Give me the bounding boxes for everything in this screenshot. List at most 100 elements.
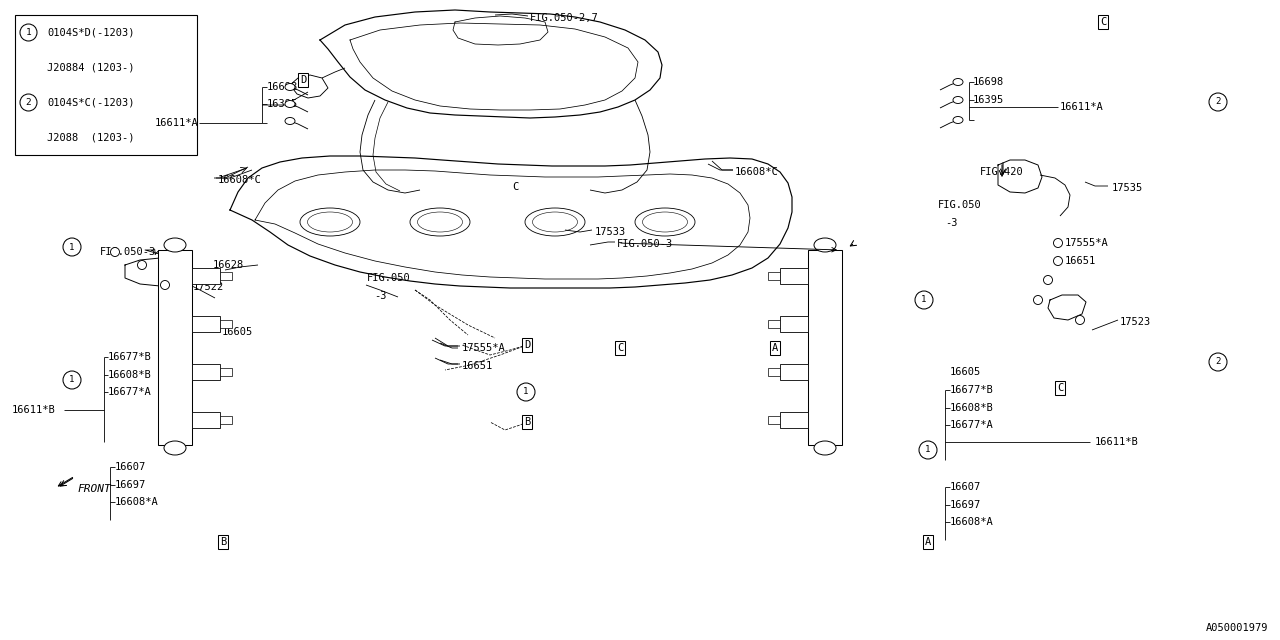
- Circle shape: [1210, 353, 1228, 371]
- Text: 16395: 16395: [268, 99, 298, 109]
- Text: 16611*B: 16611*B: [12, 405, 56, 415]
- Bar: [780, 268, 808, 284]
- Text: 16395: 16395: [973, 95, 1005, 105]
- Text: 16611*B: 16611*B: [1094, 437, 1139, 447]
- Bar: [808, 250, 842, 445]
- Text: FIG.050-2,7: FIG.050-2,7: [530, 13, 599, 23]
- Text: -3: -3: [374, 291, 387, 301]
- Ellipse shape: [635, 208, 695, 236]
- Text: C: C: [512, 182, 518, 192]
- Ellipse shape: [954, 116, 963, 124]
- Text: J20884 (1203-): J20884 (1203-): [47, 63, 134, 72]
- Bar: [780, 316, 808, 332]
- Ellipse shape: [410, 208, 470, 236]
- Bar: [768, 320, 780, 328]
- Ellipse shape: [300, 208, 360, 236]
- Bar: [157, 250, 192, 445]
- Ellipse shape: [1043, 275, 1052, 285]
- Circle shape: [63, 371, 81, 389]
- Text: 0104S*C(-1203): 0104S*C(-1203): [47, 97, 134, 108]
- Ellipse shape: [69, 243, 78, 252]
- Text: 17523: 17523: [1120, 317, 1151, 327]
- Text: 1: 1: [925, 445, 931, 454]
- Bar: [192, 268, 220, 284]
- Text: 16605: 16605: [950, 367, 982, 377]
- Ellipse shape: [1053, 257, 1062, 266]
- Circle shape: [63, 238, 81, 256]
- Text: 16605: 16605: [221, 327, 253, 337]
- Text: -3: -3: [945, 218, 957, 228]
- Ellipse shape: [110, 248, 119, 257]
- Ellipse shape: [285, 83, 294, 90]
- Text: 0104S*D(-1203): 0104S*D(-1203): [47, 28, 134, 38]
- Bar: [780, 364, 808, 380]
- Text: FIG.050: FIG.050: [367, 273, 411, 283]
- Text: 16677*B: 16677*B: [108, 352, 152, 362]
- Text: 16608*C: 16608*C: [735, 167, 778, 177]
- Text: 2: 2: [26, 98, 32, 107]
- Text: 16697: 16697: [950, 500, 982, 510]
- Text: 16607: 16607: [115, 462, 146, 472]
- Text: C: C: [1057, 383, 1064, 393]
- Text: 16611*A: 16611*A: [1060, 102, 1103, 112]
- Text: 16611*A: 16611*A: [155, 118, 198, 128]
- Ellipse shape: [285, 118, 294, 125]
- Ellipse shape: [164, 441, 186, 455]
- Text: 16608*C: 16608*C: [218, 175, 261, 185]
- Text: 16607: 16607: [950, 482, 982, 492]
- Ellipse shape: [1053, 239, 1062, 248]
- Ellipse shape: [285, 100, 294, 108]
- Ellipse shape: [1075, 316, 1084, 324]
- Circle shape: [517, 383, 535, 401]
- Bar: [220, 416, 232, 424]
- Text: 16698: 16698: [268, 82, 298, 92]
- Text: 16677*A: 16677*A: [950, 420, 993, 430]
- Circle shape: [1210, 93, 1228, 111]
- Text: D: D: [300, 75, 306, 85]
- Text: 16677*A: 16677*A: [108, 387, 152, 397]
- Bar: [768, 368, 780, 376]
- Text: 16628: 16628: [212, 260, 244, 270]
- Ellipse shape: [525, 208, 585, 236]
- Text: 1: 1: [69, 243, 74, 252]
- Text: B: B: [220, 537, 227, 547]
- Text: FIG.050-3: FIG.050-3: [100, 247, 156, 257]
- Bar: [192, 412, 220, 428]
- Text: 2: 2: [1215, 358, 1221, 367]
- Bar: [768, 272, 780, 280]
- Text: 16608*B: 16608*B: [950, 403, 993, 413]
- Ellipse shape: [160, 280, 169, 289]
- Text: 17533: 17533: [595, 227, 626, 237]
- Text: D: D: [524, 340, 530, 350]
- Text: FIG.420: FIG.420: [980, 167, 1024, 177]
- Circle shape: [915, 291, 933, 309]
- Text: FIG.050-3: FIG.050-3: [617, 239, 673, 249]
- Text: 16698: 16698: [973, 77, 1005, 87]
- Circle shape: [20, 24, 37, 41]
- Text: 2: 2: [1215, 97, 1221, 106]
- Text: 1: 1: [26, 28, 32, 37]
- Circle shape: [20, 94, 37, 111]
- Ellipse shape: [1033, 296, 1042, 305]
- Bar: [192, 364, 220, 380]
- Text: 16608*B: 16608*B: [108, 370, 152, 380]
- Ellipse shape: [954, 79, 963, 86]
- Ellipse shape: [814, 441, 836, 455]
- Ellipse shape: [954, 97, 963, 104]
- Text: FRONT: FRONT: [78, 484, 111, 494]
- Bar: [220, 368, 232, 376]
- Bar: [768, 416, 780, 424]
- Text: 1: 1: [524, 387, 529, 397]
- Text: 17535: 17535: [1112, 183, 1143, 193]
- Text: A: A: [925, 537, 931, 547]
- Text: 17555*A: 17555*A: [462, 343, 506, 353]
- Text: 16608*A: 16608*A: [950, 517, 993, 527]
- Bar: [220, 320, 232, 328]
- Text: 17522: 17522: [193, 282, 224, 292]
- Text: A050001979: A050001979: [1206, 623, 1268, 633]
- Text: C: C: [617, 343, 623, 353]
- Ellipse shape: [164, 238, 186, 252]
- Text: B: B: [524, 417, 530, 427]
- Text: C: C: [1100, 17, 1106, 27]
- Text: 16651: 16651: [462, 361, 493, 371]
